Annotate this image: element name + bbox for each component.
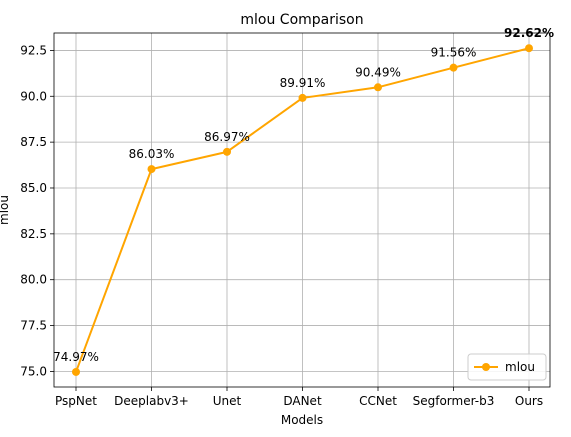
data-labels: 74.97% 86.03% 86.97% 89.91% 90.49% 91.56% 92.6…	[53, 26, 554, 364]
data-label: 74.97%	[53, 350, 99, 364]
series-layer	[72, 44, 533, 376]
chart-title: mlou Comparison	[240, 12, 363, 28]
legend-marker-swatch	[482, 363, 490, 371]
axes-frame	[53, 32, 551, 388]
data-point	[298, 93, 307, 102]
x-tick-label: Segformer-b3	[413, 394, 495, 408]
x-axis-label: Models	[281, 413, 323, 427]
legend: mlou	[467, 353, 547, 381]
data-point	[525, 44, 533, 53]
y-tick-label: 90.0	[20, 89, 47, 103]
data-point	[449, 63, 458, 72]
y-axis-label: mlou	[0, 195, 11, 225]
data-label: 90.49%	[355, 65, 401, 79]
tick-labels: PspNet Deeplabv3+ Unet DANet CCNet Segformer-…	[20, 43, 543, 408]
y-tick-label: 87.5	[20, 135, 47, 149]
legend-entry-mlou: mlou	[505, 360, 535, 374]
plot-frame	[53, 32, 551, 388]
x-tick-label: CCNet	[359, 394, 397, 408]
y-tick-label: 75.0	[20, 364, 47, 378]
data-label: 86.97%	[204, 130, 250, 144]
x-tick-label: Unet	[213, 394, 242, 408]
legend-box	[467, 353, 547, 381]
x-tick-label: PspNet	[55, 394, 97, 408]
y-tick-label: 82.5	[20, 227, 47, 241]
data-point	[72, 367, 80, 376]
data-label: 89.91%	[280, 76, 326, 90]
data-label: 86.03%	[129, 147, 175, 161]
y-tick-label: 92.5	[20, 43, 47, 57]
y-tick-label: 80.0	[20, 273, 47, 287]
x-tick-label: Deeplabv3+	[114, 394, 189, 408]
data-point	[374, 83, 382, 92]
data-point	[223, 147, 231, 156]
data-label: 91.56%	[431, 46, 477, 60]
y-tick-label: 85.0	[20, 181, 47, 195]
x-tick-label: DANet	[283, 394, 322, 408]
x-tick-label: Ours	[515, 394, 543, 408]
data-point	[147, 165, 156, 174]
y-tick-label: 77.5	[20, 319, 47, 333]
data-label: 92.62%	[504, 26, 554, 40]
